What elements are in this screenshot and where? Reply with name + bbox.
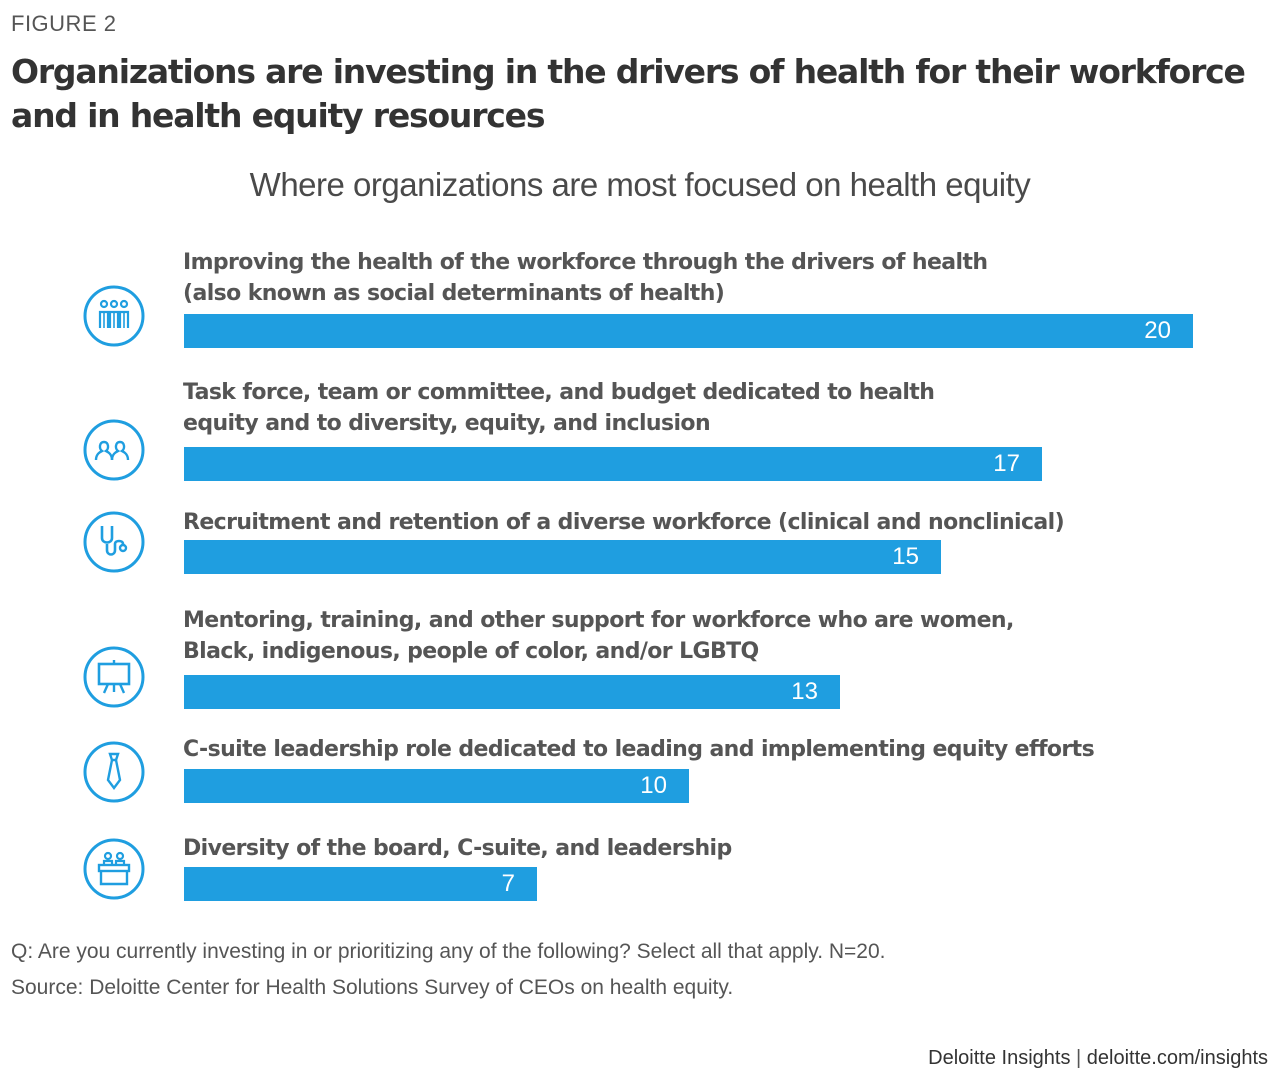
bar-2: 17 [184, 447, 1042, 481]
necktie-icon [82, 740, 146, 804]
category-label-line: Black, indigenous, people of color, and/… [183, 639, 759, 664]
bar-value-label: 20 [1144, 317, 1171, 344]
category-label-1: Improving the health of the workforce th… [183, 247, 988, 309]
bar-4: 13 [184, 675, 840, 709]
team-icon [82, 418, 146, 482]
footnote-source: Source: Deloitte Center for Health Solut… [11, 976, 734, 999]
category-label-line: Improving the health of the workforce th… [183, 250, 988, 275]
figure-label: FIGURE 2 [11, 11, 117, 36]
chart-title: Organizations are investing in the drive… [11, 52, 1246, 135]
category-label-6: Diversity of the board, C-suite, and lea… [183, 833, 732, 864]
presentation-board-icon [82, 645, 146, 709]
category-label-2: Task force, team or committee, and budge… [183, 377, 935, 439]
category-label-line: (also known as social determinants of he… [183, 281, 725, 306]
footnote-question: Q: Are you currently investing in or pri… [11, 940, 886, 963]
bar-value-label: 13 [791, 678, 818, 705]
brand-link[interactable]: deloitte.com/insights [1086, 1047, 1268, 1069]
category-label-4: Mentoring, training, and other support f… [183, 605, 1014, 667]
brand-name: Deloitte Insights [928, 1047, 1071, 1069]
category-label-line: Task force, team or committee, and budge… [183, 380, 935, 405]
category-label-line: C-suite leadership role dedicated to lea… [183, 737, 1095, 762]
bar-value-label: 17 [993, 450, 1020, 477]
boardroom-icon [82, 837, 146, 901]
brand-separator: | [1076, 1047, 1082, 1069]
bar-value-label: 15 [892, 543, 919, 570]
category-label-line: Mentoring, training, and other support f… [183, 608, 1014, 633]
bar-1: 20 [184, 314, 1193, 348]
category-label-5: C-suite leadership role dedicated to lea… [183, 734, 1095, 765]
stethoscope-icon [82, 510, 146, 574]
bar-6: 7 [184, 867, 537, 901]
category-label-line: Recruitment and retention of a diverse w… [183, 510, 1065, 535]
brand-footer: Deloitte Insights | deloitte.com/insight… [928, 1047, 1268, 1070]
category-label-3: Recruitment and retention of a diverse w… [183, 507, 1065, 538]
bar-5: 10 [184, 769, 689, 803]
bar-value-label: 10 [640, 772, 667, 799]
bar-3: 15 [184, 540, 941, 574]
bar-value-label: 7 [501, 870, 515, 897]
category-label-line: equity and to diversity, equity, and inc… [183, 411, 711, 436]
category-label-line: Diversity of the board, C-suite, and lea… [183, 836, 732, 861]
chart-subtitle: Where organizations are most focused on … [249, 166, 1031, 203]
people-group-icon [82, 284, 146, 348]
